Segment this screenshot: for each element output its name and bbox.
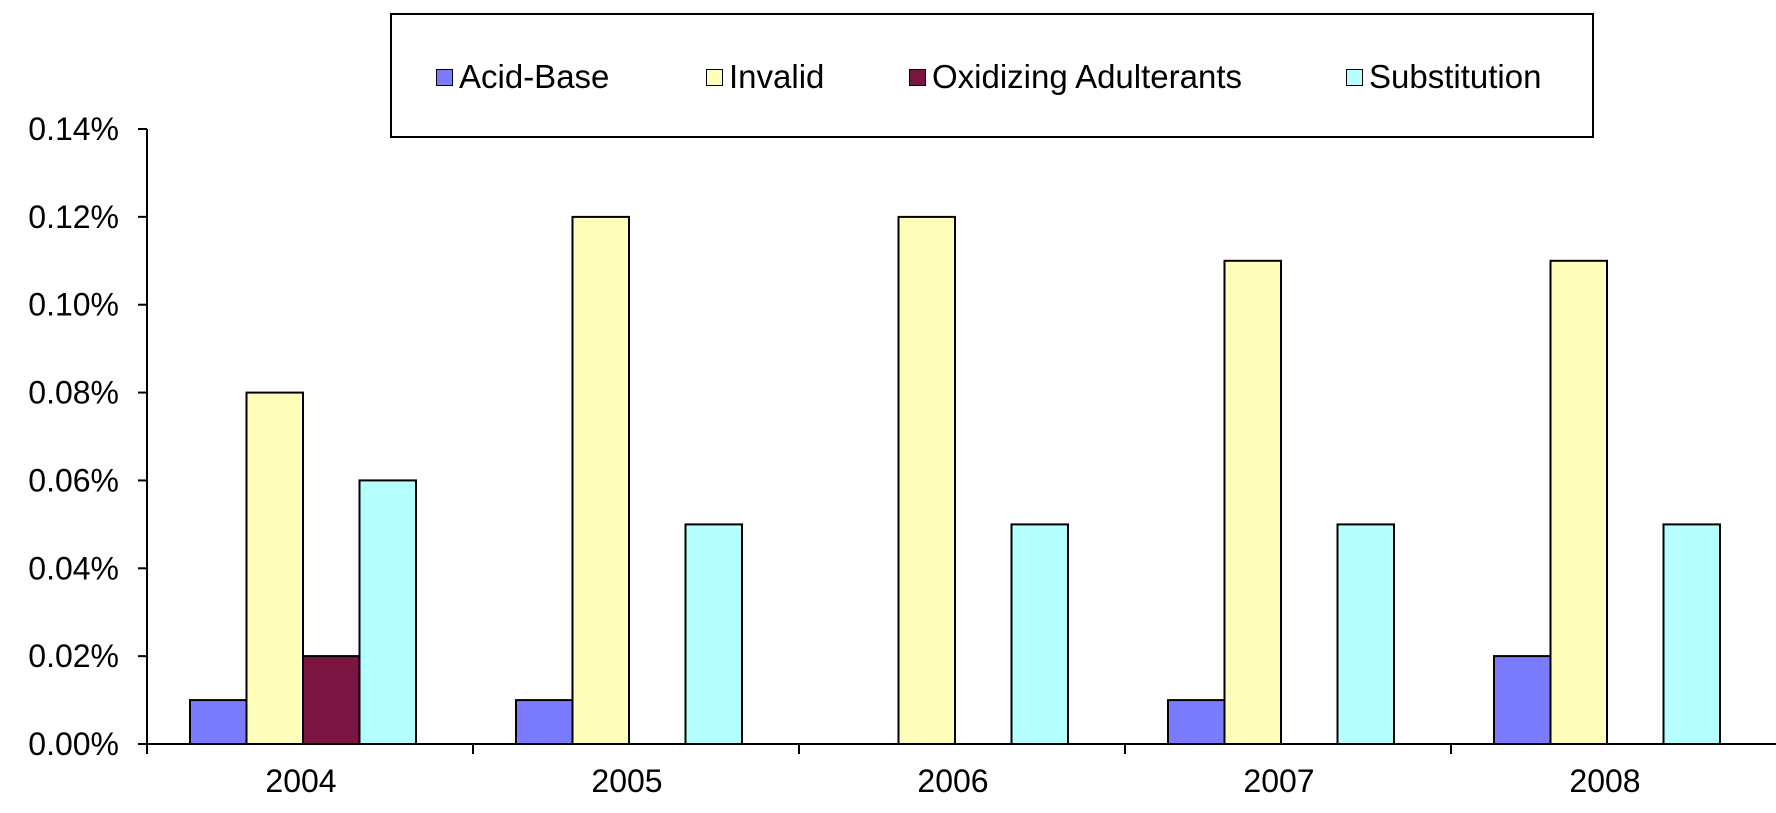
bar-substitution-2005 bbox=[684, 523, 743, 746]
bar-invalid-2005 bbox=[571, 215, 630, 745]
legend-swatch-oxidizing-adulterants bbox=[909, 68, 926, 86]
x-tick-label: 2007 bbox=[1243, 763, 1314, 799]
x-tick-label: 2004 bbox=[265, 763, 336, 799]
legend-label-substitution: Substitution bbox=[1369, 58, 1542, 95]
bar-substitution-2004 bbox=[358, 479, 417, 745]
bar-invalid-2006 bbox=[897, 215, 956, 745]
y-tick-label: 0.12% bbox=[28, 199, 119, 235]
legend: Acid-Base Invalid Oxidizing Adulterants … bbox=[390, 13, 1594, 138]
bar-acid-base-2004 bbox=[189, 699, 248, 745]
y-tick-label: 0.04% bbox=[28, 550, 119, 586]
legend-swatch-substitution bbox=[1346, 68, 1363, 86]
bar-acid-base-2005 bbox=[515, 699, 574, 745]
x-tick-label: 2006 bbox=[917, 763, 988, 799]
bar-substitution-2007 bbox=[1336, 523, 1395, 746]
bar-invalid-2008 bbox=[1549, 259, 1608, 745]
legend-swatch-invalid bbox=[706, 68, 723, 86]
x-tick-label: 2008 bbox=[1569, 763, 1640, 799]
y-tick-label: 0.14% bbox=[28, 111, 119, 147]
legend-item-acid-base: Acid-Base bbox=[436, 58, 609, 95]
legend-label-oxidizing-adulterants: Oxidizing Adulterants bbox=[932, 58, 1243, 95]
y-tick-label: 0.02% bbox=[28, 638, 119, 674]
legend-item-substitution: Substitution bbox=[1346, 58, 1541, 95]
bar-invalid-2004 bbox=[245, 391, 304, 745]
bar-invalid-2007 bbox=[1223, 259, 1282, 745]
y-tick-label: 0.00% bbox=[28, 726, 119, 762]
bar-acid-base-2008 bbox=[1493, 655, 1552, 745]
y-tick-label: 0.10% bbox=[28, 287, 119, 323]
bar-substitution-2008 bbox=[1662, 523, 1721, 746]
legend-label-invalid: Invalid bbox=[729, 58, 825, 95]
bar-substitution-2006 bbox=[1010, 523, 1069, 746]
x-tick-label: 2005 bbox=[591, 763, 662, 799]
y-tick-label: 0.06% bbox=[28, 462, 119, 498]
legend-item-oxidizing-adulterants: Oxidizing Adulterants bbox=[909, 58, 1242, 95]
legend-item-invalid: Invalid bbox=[706, 58, 824, 95]
legend-swatch-acid-base bbox=[436, 68, 453, 86]
y-tick-label: 0.08% bbox=[28, 375, 119, 411]
bar-acid-base-2007 bbox=[1167, 699, 1226, 745]
bar-oxidizing-adulterants-2004 bbox=[302, 655, 361, 745]
legend-label-acid-base: Acid-Base bbox=[459, 58, 610, 95]
